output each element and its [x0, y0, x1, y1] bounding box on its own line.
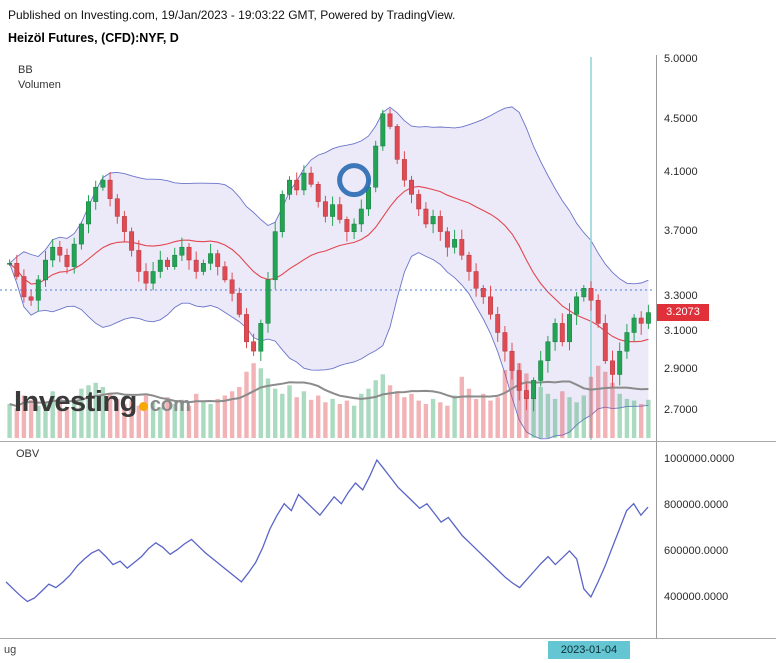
- pane-divider[interactable]: [0, 441, 776, 442]
- indicator-label-bb[interactable]: BB: [18, 64, 33, 76]
- bollinger-lower: [9, 252, 649, 440]
- price-axis[interactable]: 3.2073 5.0000 4.5000 4.1000 3.7000 3.3000 3.1…: [656, 53, 776, 638]
- published-line: Published on Investing.com, 19/Jan/2023 …: [8, 8, 456, 22]
- volume-ma-line: [9, 380, 649, 408]
- price-axis-label: 3.7000: [664, 224, 698, 237]
- main-pane: [0, 57, 652, 440]
- indicator-label-volume[interactable]: Volumen: [18, 79, 61, 91]
- time-axis-partial-month-label: ug: [4, 644, 17, 656]
- obv-axis-label: 600000.0000: [664, 545, 729, 557]
- investing-logo: Investing com: [14, 386, 191, 419]
- price-axis-label: 2.7000: [664, 404, 698, 417]
- obv-axis-label: 800000.0000: [664, 499, 729, 511]
- price-axis-label: 3.3000: [664, 289, 698, 302]
- time-axis[interactable]: ug 2023-01-04: [0, 639, 776, 663]
- bollinger-upper: [9, 106, 649, 285]
- logo-brand-text: Investing: [14, 386, 137, 418]
- price-axis-label: 3.1000: [664, 325, 698, 338]
- obv-axis-label: 400000.0000: [664, 591, 729, 603]
- circle-annotation: [337, 163, 372, 198]
- volume-bars: [7, 359, 651, 439]
- bottom-divider: [0, 638, 776, 639]
- bollinger-band-fill: [9, 106, 649, 439]
- obv-axis-label: 1000000.0000: [664, 453, 735, 465]
- price-axis-label: 2.9000: [664, 363, 698, 376]
- indicator-label-obv[interactable]: OBV: [16, 448, 40, 460]
- bollinger-middle: [9, 185, 649, 343]
- candles: [7, 108, 651, 412]
- highlighted-date-label: 2023-01-04: [548, 641, 630, 659]
- price-axis-label: 4.5000: [664, 113, 698, 126]
- instrument-title: Heizöl Futures, (CFD):NYF, D: [8, 31, 179, 45]
- obv-line: [5, 458, 649, 603]
- last-price-badge: 3.2073: [657, 304, 709, 322]
- price-axis-label: 5.0000: [664, 53, 698, 65]
- price-axis-label: 4.1000: [664, 166, 698, 179]
- logo-tld-text: com: [149, 394, 191, 416]
- logo-dot-icon: [138, 402, 148, 411]
